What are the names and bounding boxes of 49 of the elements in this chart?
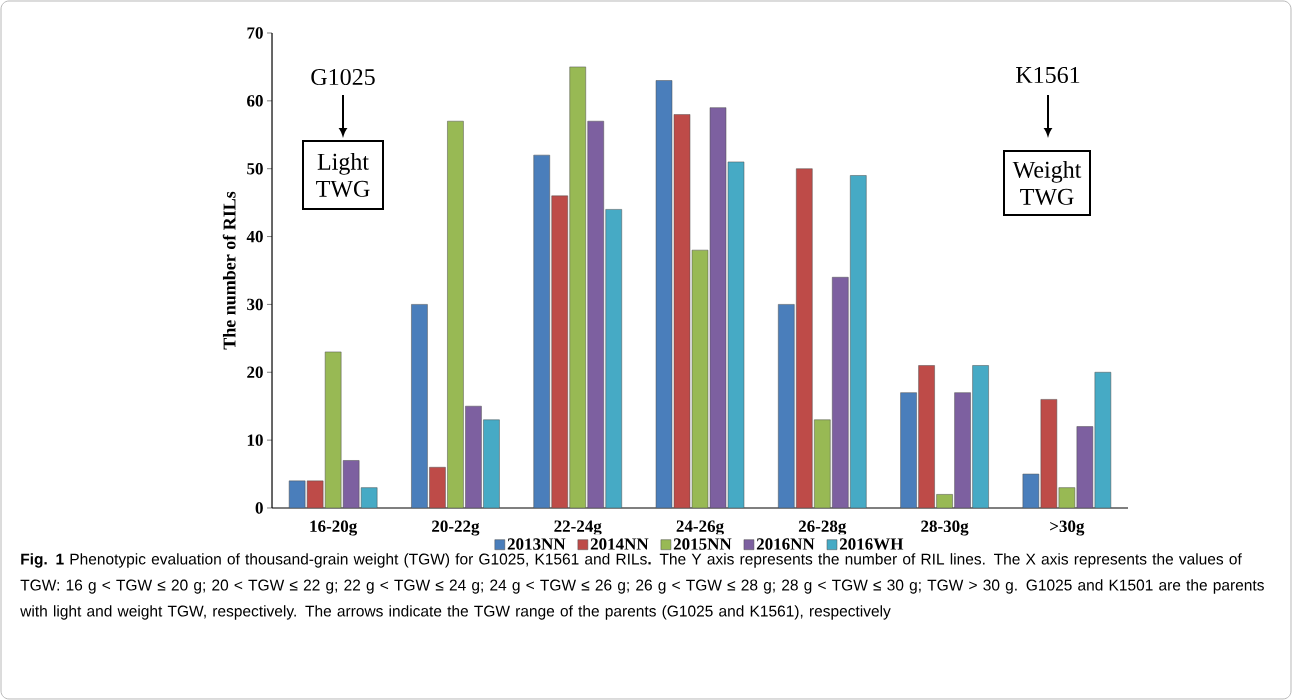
y-tick-label: 20 [247,366,263,379]
bar [447,120,464,508]
bar [288,480,306,508]
bar [778,304,795,508]
bar [324,351,342,508]
annotation: Weight TWG [1012,160,1082,205]
bar [551,195,568,508]
bar [569,66,586,508]
bar [587,120,604,508]
bar [605,209,622,508]
y-axis-title: The number of RILs [222,191,236,350]
bar [411,304,428,508]
y-tick-label: 60 [247,95,263,107]
legend-label: 2015NN [673,538,732,550]
annotation: Light TWG [316,152,370,197]
y-tick-label: 50 [247,162,263,175]
x-tick-label: 16-20g [310,520,358,536]
y-tick-label: 30 [247,298,263,311]
bar [533,154,550,508]
y-tick-label: 70 [247,27,263,39]
x-tick-label: 26-28g [798,520,847,536]
bar [306,480,324,508]
bar [832,277,849,508]
legend-label: 2013NN [507,538,566,550]
y-tick-label: 40 [246,230,263,243]
annotation: G1025 [311,68,375,86]
y-tick-label: 10 [247,434,263,446]
legend-label: 2014NN [590,538,649,550]
legend-label: 2016NN [756,538,815,550]
x-tick-label: 28-30g [921,520,969,536]
bar [972,365,989,508]
legend-label: 2016WH [839,538,904,550]
bar [429,467,446,508]
bar [900,392,917,508]
y-tick-label: 0 [255,502,263,514]
x-tick-label: 20-22g [432,520,480,536]
bar [954,392,971,508]
bar [918,365,935,508]
annotation: K1561 [1016,66,1080,84]
bar [465,405,482,508]
text: Fig. 1 Phenotypic evaluation of thousand-grain weight (TGW) for G1025, K1561 and RILs. The Y axis represents the number of RIL lines. The X axis represents the values of TGW: 16 g < TGW ≤ 20 g; 20 < TGW ≤ 22 g; 22 g < TGW ≤ 24 g; 24 g < TGW ≤ 26 g; 26 g < TGW ≤ 28 g; 28 g < TGW ≤ 30 g; TGW > 30 g. G1025 and K1501 are the parents with light and weight TGW, respectively. The arrows indicate the TGW range of the parents (G1025 and K1561), respectively [20,553,1264,620]
bar [342,460,360,508]
x-tick-label: >30g [1050,520,1085,536]
bar [850,175,867,508]
x-tick-label: 24-26g [676,520,724,536]
bar [796,168,813,508]
x-tick-label: 22-24g [554,520,602,536]
bar [483,419,500,508]
bar [814,419,831,508]
